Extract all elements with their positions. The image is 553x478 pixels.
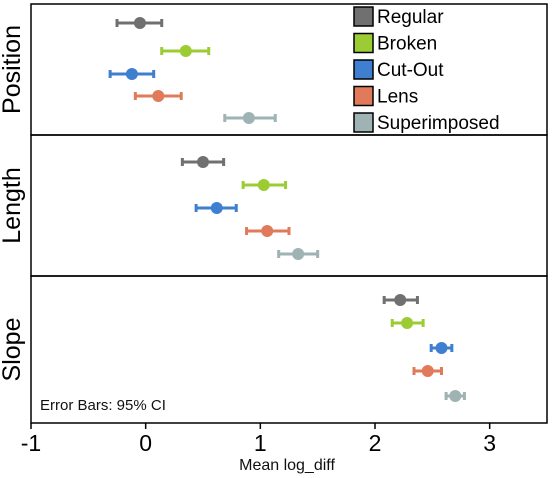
- panel-label-length: Length: [0, 167, 26, 243]
- mean-marker: [292, 248, 305, 260]
- mean-marker: [125, 68, 138, 80]
- legend-label: Superimposed: [377, 113, 500, 134]
- mean-marker: [435, 342, 448, 354]
- legend-item-cut-out: Cut-Out: [353, 59, 444, 81]
- point-broken-length: [241, 179, 288, 191]
- point-superimposed-slope: [444, 390, 466, 402]
- x-tick-label: 2: [369, 430, 382, 456]
- point-regular-length: [180, 156, 226, 168]
- x-tick-label: -1: [21, 430, 41, 456]
- x-tick-label: 3: [483, 430, 496, 456]
- legend-swatch: [353, 85, 374, 107]
- legend-swatch: [353, 32, 374, 54]
- legend-item-superimposed: Superimposed: [353, 112, 500, 134]
- panel-label-slope: Slope: [0, 318, 26, 382]
- legend-label: Broken: [377, 34, 437, 55]
- legend-label: Lens: [377, 87, 418, 108]
- mean-marker: [210, 202, 223, 214]
- chart-marks: [108, 17, 466, 402]
- point-cut-out-length: [194, 202, 238, 214]
- x-tick-label: 1: [254, 430, 267, 456]
- legend-swatch: [353, 6, 374, 27]
- chart-panels: Position Length Slope: [0, 3, 548, 424]
- x-tick-label: 0: [139, 430, 152, 456]
- point-broken-slope: [390, 317, 425, 329]
- point-regular-slope: [382, 294, 419, 306]
- legend-item-lens: Lens: [353, 85, 418, 108]
- mean-marker: [179, 45, 192, 57]
- mean-marker: [401, 317, 414, 329]
- mean-marker: [152, 90, 165, 102]
- mean-marker: [449, 390, 462, 402]
- point-lens-length: [245, 225, 291, 237]
- x-axis: -1 0 1 2 3: [21, 423, 496, 456]
- panel-label-position: Position: [0, 25, 26, 114]
- mean-marker: [421, 365, 434, 377]
- legend-item-regular: Regular: [353, 6, 444, 28]
- point-superimposed-position: [223, 112, 277, 124]
- point-broken-position: [160, 45, 211, 57]
- legend-swatch: [353, 59, 374, 80]
- mean-marker: [133, 17, 146, 29]
- legend: Regular Broken Cut-Out Lens Superimposed: [353, 6, 500, 134]
- point-cut-out-slope: [429, 342, 454, 354]
- mean-marker: [261, 225, 274, 237]
- legend-swatch: [353, 112, 374, 133]
- mean-marker: [394, 294, 407, 306]
- x-axis-label: Mean log_diff: [239, 457, 335, 474]
- mean-marker: [197, 156, 209, 168]
- point-lens-position: [133, 90, 183, 102]
- panel-frame-slope: [30, 275, 548, 424]
- point-regular-position: [115, 17, 164, 29]
- legend-item-broken: Broken: [353, 32, 437, 55]
- point-lens-slope: [412, 365, 444, 377]
- point-superimposed-length: [277, 248, 320, 260]
- legend-label: Regular: [377, 7, 444, 28]
- point-cut-out-position: [108, 68, 156, 80]
- annotation-error-bars: Error Bars: 95% CI: [40, 397, 166, 414]
- legend-label: Cut-Out: [377, 60, 444, 81]
- mean-marker: [257, 179, 270, 191]
- mean-marker: [242, 112, 255, 124]
